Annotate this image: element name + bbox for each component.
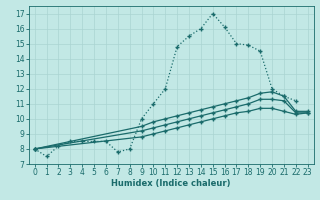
X-axis label: Humidex (Indice chaleur): Humidex (Indice chaleur) bbox=[111, 179, 231, 188]
